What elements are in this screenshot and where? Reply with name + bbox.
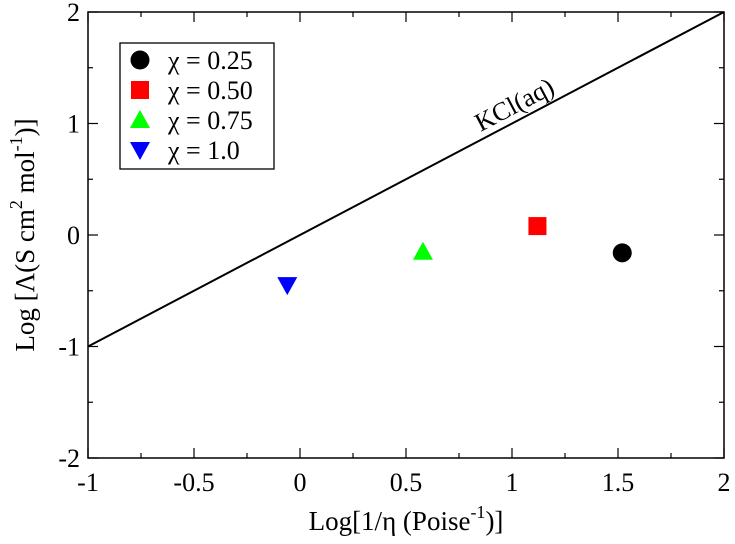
x-tick-label: 1 — [506, 468, 519, 497]
x-tick-label: 0.5 — [390, 468, 423, 497]
x-tick-label: 1.5 — [602, 468, 635, 497]
legend-marker-circle — [130, 50, 150, 70]
legend-marker-triangle-up — [130, 110, 150, 128]
x-tick-label: 0 — [294, 468, 307, 497]
legend-label: χ = 0.75 — [167, 106, 253, 135]
x-tick-label: -0.5 — [173, 468, 214, 497]
kcl-annotation: KCl(aq) — [470, 72, 559, 137]
legend-marker-triangle-down — [130, 142, 150, 160]
legend-marker-square — [131, 81, 149, 99]
data-point-triangle-down — [277, 277, 298, 296]
y-tick-label: -1 — [58, 333, 80, 362]
y-axis-title: Log [Λ(S cm2 mol-1)] — [6, 118, 40, 351]
y-tick-label: -2 — [58, 444, 80, 473]
y-tick-label: 2 — [67, 0, 80, 27]
x-axis-title: Log[1/η (Poise-1)] — [309, 502, 504, 536]
legend-label: χ = 1.0 — [167, 136, 240, 165]
y-tick-label: 0 — [67, 221, 80, 250]
data-point-triangle-up — [412, 241, 433, 260]
x-tick-label: -1 — [77, 468, 99, 497]
legend-label: χ = 0.25 — [167, 46, 253, 75]
kcl-reference-line — [87, 11, 725, 348]
y-tick-label: 1 — [67, 110, 80, 139]
data-point-circle — [612, 243, 632, 263]
data-point-square — [528, 217, 547, 236]
legend-label: χ = 0.50 — [167, 76, 253, 105]
x-tick-label: 2 — [718, 468, 731, 497]
